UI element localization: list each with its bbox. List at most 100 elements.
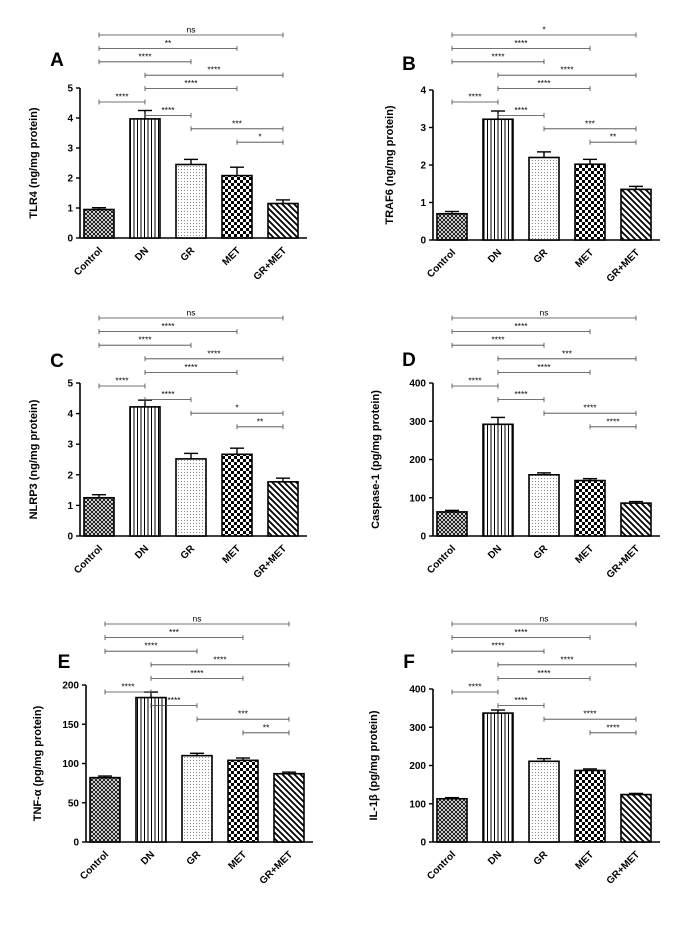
bar-control [83,208,115,239]
significance-label: **** [514,105,528,115]
significance-label: **** [213,654,227,664]
chart-panel-c: C NLRP3 (ng/mg protein) 0 1 2 3 4 5 Control DN GR M… [28,308,307,581]
significance-label: **** [167,695,181,705]
x-tick-label: GR+MET [605,247,642,284]
y-tick-label: 4 [67,114,73,125]
x-tick-label: GR [532,849,551,868]
x-tick-label: GR [532,543,551,562]
significance-label: ** [165,38,172,48]
significance-label: **** [190,668,204,678]
significance-label: **** [491,51,505,61]
bar-dn [482,712,514,843]
bar-met [574,479,606,537]
panel-letter: F [403,652,415,673]
bar-met [227,759,259,843]
significance-label: *** [562,348,573,358]
x-tick-label: DN [133,543,151,561]
bar-gr [528,156,560,241]
x-tick-label: DN [139,849,157,867]
x-tick-label: GR [179,245,198,264]
significance-label: ns [540,614,549,624]
x-tick-label: DN [486,849,504,867]
bar-control [83,496,115,537]
significance-label: **** [514,321,528,331]
x-tick-label: GR [185,849,204,868]
chart-panel-f: F IL-1β (pg/mg protein) 0 100 200 300 400 Contr… [368,614,660,887]
bar-gr-met [267,202,299,239]
x-tick-label: MET [573,247,596,270]
y-tick-label: 0 [67,234,73,245]
y-tick-label: 4 [67,409,73,420]
significance-label: **** [115,376,129,386]
x-tick-label: MET [226,849,249,872]
y-tick-label: 0 [73,838,79,849]
bar-dn [482,118,514,241]
significance-label: **** [468,376,482,386]
y-tick-label: 2 [420,161,426,172]
significance-label: **** [560,65,574,75]
y-tick-label: 4 [420,86,426,97]
y-tick-label: 5 [67,379,73,390]
y-tick-label: 100 [62,759,79,770]
chart-panel-d: D Caspase-1 (pg/mg protein) 0 100 200 300 400 C… [370,308,660,581]
significance-label: * [235,403,239,413]
x-tick-label: Control [78,849,111,882]
significance-label: **** [144,641,158,651]
significance-label: *** [169,627,180,637]
significance-label: **** [468,682,482,692]
x-tick-label: MET [220,543,243,566]
panel-letter: A [50,50,64,71]
significance-label: **** [514,627,528,637]
y-axis-label: TLR4 (ng/mg protein) [28,107,40,219]
chart-panel-e: E TNF-α (pg/mg protein) 0 50 100 150 200 Contro… [32,614,313,887]
x-tick-label: GR+MET [252,245,289,282]
y-tick-label: 1 [67,204,73,215]
panel-letter: E [58,652,71,673]
y-axis-label: TRAF6 (ng/mg protein) [384,105,396,224]
x-tick-label: Control [425,849,458,882]
significance-label: **** [207,348,221,358]
bar-gr [528,473,560,537]
y-tick-label: 200 [62,681,79,692]
bar-gr-met [620,188,652,241]
y-tick-label: 3 [420,123,426,134]
y-tick-label: 150 [62,720,79,731]
x-tick-label: MET [573,543,596,566]
y-tick-label: 300 [409,417,426,428]
significance-label: **** [161,321,175,331]
y-tick-label: 1 [67,501,73,512]
significance-label: ns [193,614,202,624]
significance-label: **** [121,682,135,692]
y-axis-label: IL-1β (pg/mg protein) [368,710,380,820]
x-tick-label: Control [72,543,105,576]
bar-met [574,163,606,241]
bar-dn [482,423,514,537]
y-tick-label: 2 [67,174,73,185]
bar-met [574,769,606,843]
bar-gr [181,754,213,843]
significance-label: **** [583,403,597,413]
significance-label: ** [257,416,264,426]
y-axis-label: TNF-α (pg/mg protein) [32,705,44,821]
bar-dn [135,696,167,843]
significance-label: ns [187,25,196,35]
significance-label: **** [537,78,551,88]
x-tick-label: MET [573,849,596,872]
significance-label: ** [263,722,270,732]
y-tick-label: 3 [67,144,73,155]
y-tick-label: 100 [409,799,426,810]
significance-label: **** [115,92,129,102]
significance-label: **** [184,362,198,372]
significance-label: **** [207,65,221,75]
significance-label: **** [514,695,528,705]
x-tick-label: Control [425,247,458,280]
x-tick-label: GR [532,247,551,266]
significance-label: *** [238,709,249,719]
x-tick-label: Control [425,543,458,576]
y-tick-label: 200 [409,455,426,466]
panel-letter: C [50,351,64,372]
significance-label: **** [537,668,551,678]
x-tick-label: MET [220,245,243,268]
y-tick-label: 400 [409,379,426,390]
